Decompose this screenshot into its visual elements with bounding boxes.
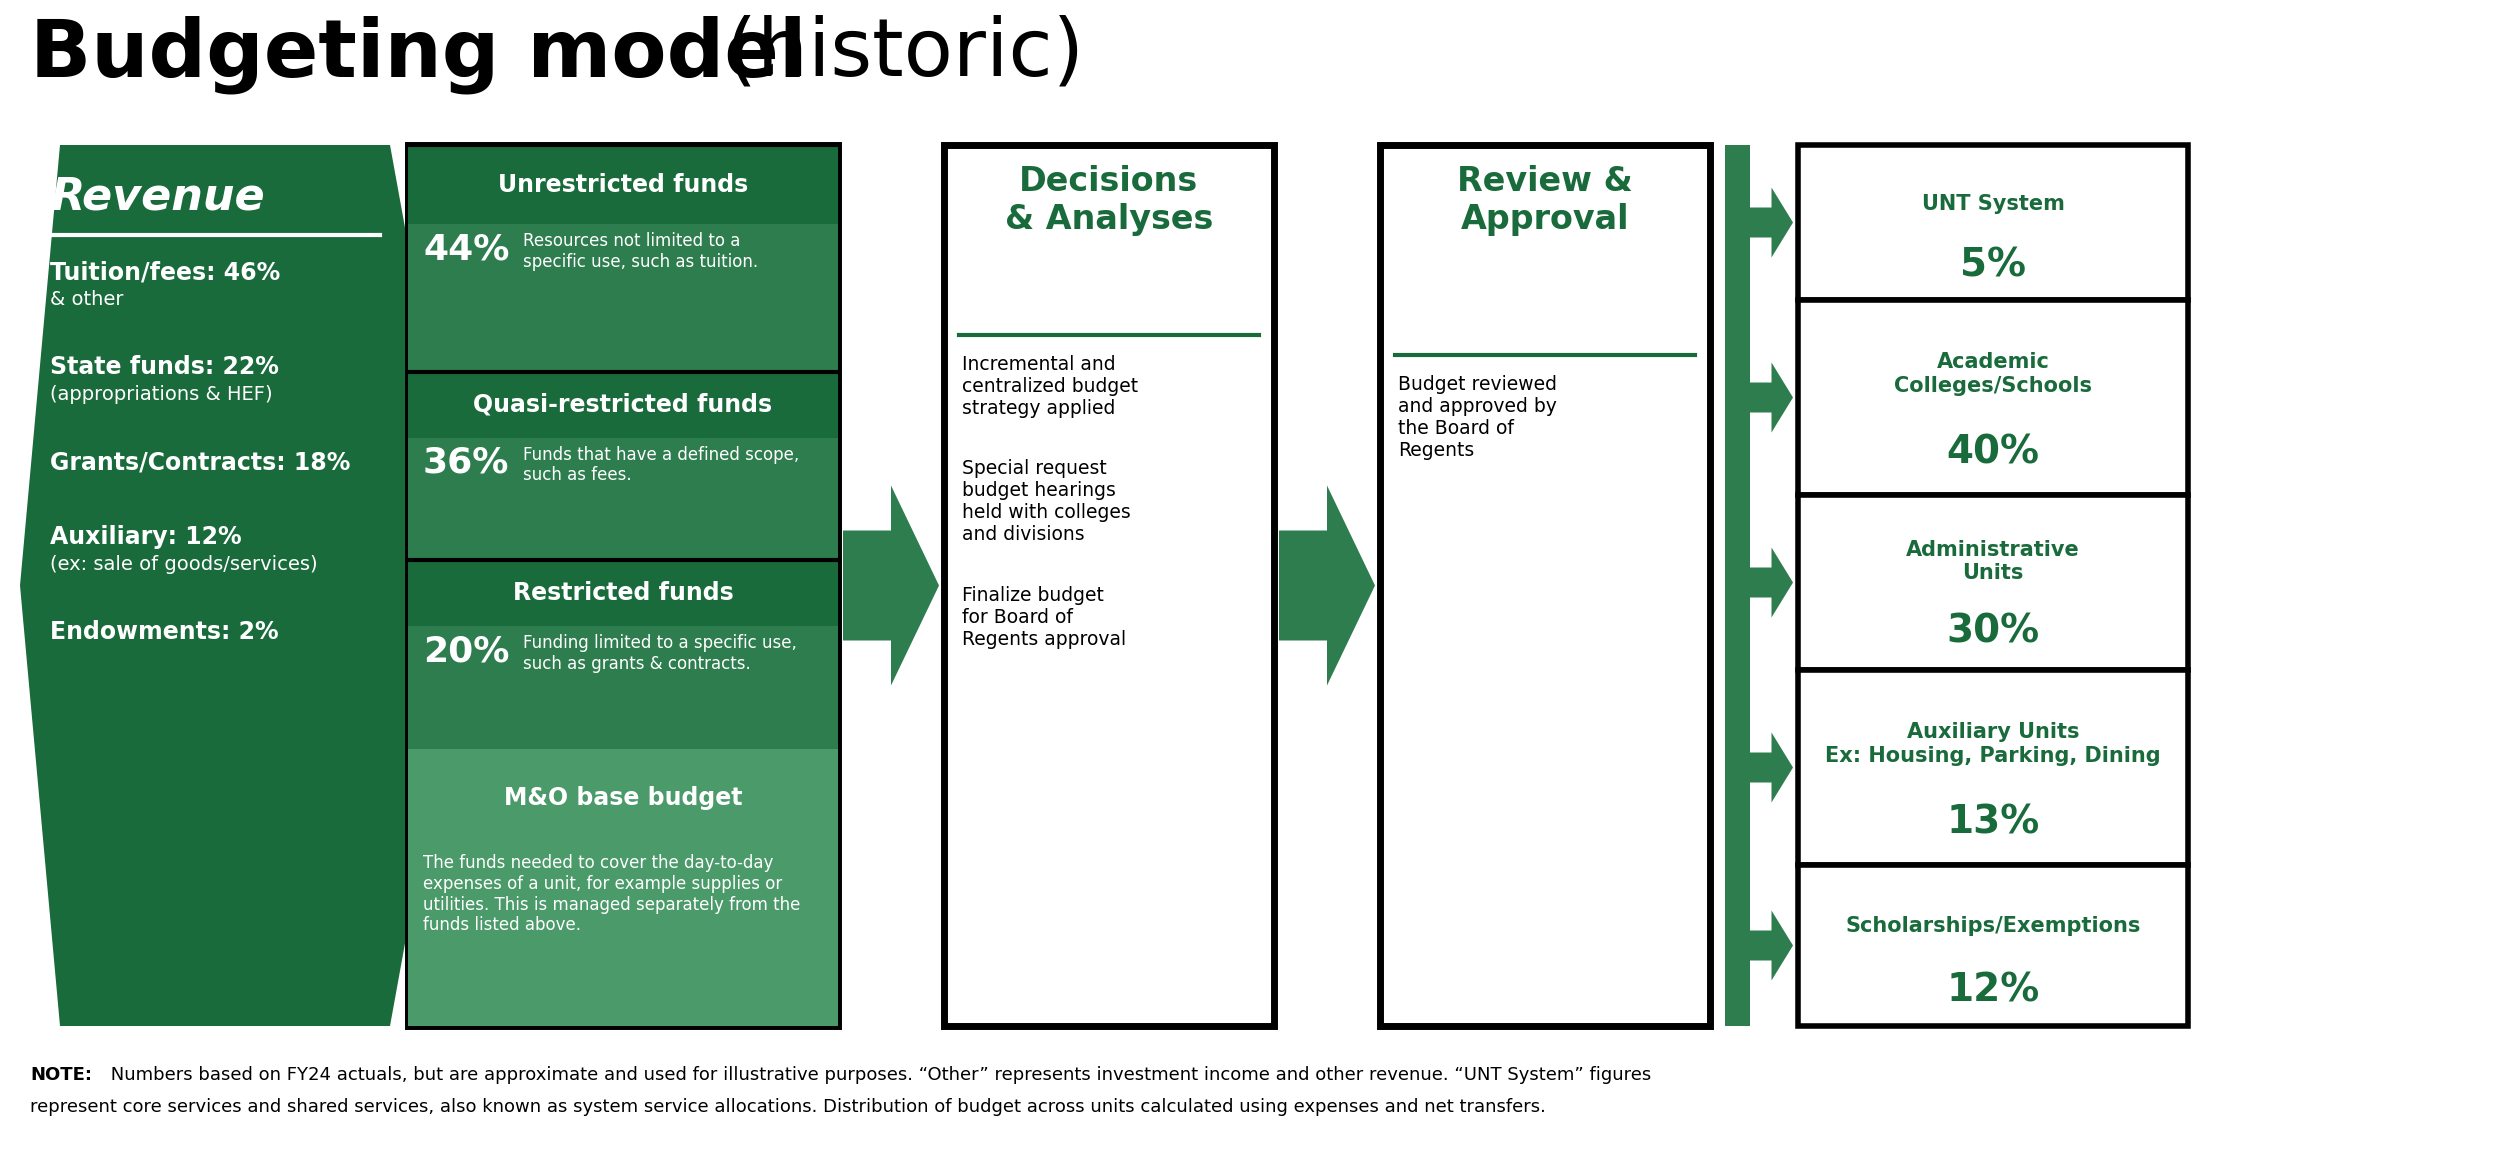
Text: 30%: 30% — [1948, 612, 2040, 651]
Polygon shape — [1280, 486, 1375, 685]
Polygon shape — [1750, 548, 1792, 617]
FancyBboxPatch shape — [1725, 145, 1750, 1026]
Text: Special request
budget hearings
held with colleges
and divisions: Special request budget hearings held wit… — [962, 459, 1130, 545]
Text: The funds needed to cover the day-to-day
expenses of a unit, for example supplie: The funds needed to cover the day-to-day… — [422, 854, 800, 934]
Text: & other: & other — [50, 290, 122, 309]
FancyBboxPatch shape — [1380, 145, 1710, 1026]
FancyBboxPatch shape — [408, 145, 838, 225]
Text: Incremental and
centralized budget
strategy applied: Incremental and centralized budget strat… — [962, 355, 1138, 418]
Text: Budget reviewed
and approved by
the Board of
Regents: Budget reviewed and approved by the Boar… — [1398, 375, 1558, 460]
Text: 12%: 12% — [1948, 972, 2040, 1009]
Text: Resources not limited to a
specific use, such as tuition.: Resources not limited to a specific use,… — [522, 232, 758, 272]
Text: Unrestricted funds: Unrestricted funds — [498, 172, 748, 197]
Text: Scholarships/Exemptions: Scholarships/Exemptions — [1845, 916, 2140, 936]
FancyBboxPatch shape — [408, 225, 838, 371]
Text: 36%: 36% — [422, 446, 510, 480]
Text: (appropriations & HEF): (appropriations & HEF) — [50, 385, 272, 404]
Text: 40%: 40% — [1948, 433, 2040, 471]
Text: Numbers based on FY24 actuals, but are approximate and used for illustrative pur: Numbers based on FY24 actuals, but are a… — [105, 1066, 1652, 1084]
Text: (ex: sale of goods/services): (ex: sale of goods/services) — [50, 555, 318, 574]
Text: Academic
Colleges/Schools: Academic Colleges/Schools — [1895, 352, 2092, 396]
Polygon shape — [1750, 911, 1792, 980]
Polygon shape — [842, 486, 940, 685]
Text: Auxiliary: 12%: Auxiliary: 12% — [50, 525, 242, 549]
Text: State funds: 22%: State funds: 22% — [50, 355, 280, 379]
Text: 44%: 44% — [422, 232, 510, 266]
Polygon shape — [1750, 733, 1792, 802]
Text: represent core services and shared services, also known as system service alloca: represent core services and shared servi… — [30, 1098, 1545, 1116]
Text: Restricted funds: Restricted funds — [512, 581, 732, 605]
Text: Administrative
Units: Administrative Units — [1905, 540, 2080, 583]
Text: UNT System: UNT System — [1922, 194, 2065, 214]
Text: M&O base budget: M&O base budget — [505, 786, 742, 809]
Text: Decisions
& Analyses: Decisions & Analyses — [1005, 165, 1212, 237]
Polygon shape — [20, 145, 470, 1026]
Text: Tuition/fees: 46%: Tuition/fees: 46% — [50, 260, 280, 285]
FancyBboxPatch shape — [1798, 670, 2188, 865]
Text: Budgeting model: Budgeting model — [30, 15, 808, 94]
Text: Review &
Approval: Review & Approval — [1458, 165, 1633, 237]
Polygon shape — [1750, 363, 1792, 432]
FancyBboxPatch shape — [408, 438, 838, 561]
Text: Finalize budget
for Board of
Regents approval: Finalize budget for Board of Regents app… — [962, 586, 1125, 649]
Text: Revenue: Revenue — [50, 174, 265, 218]
FancyBboxPatch shape — [1798, 300, 2188, 495]
Text: (historic): (historic) — [700, 15, 1085, 93]
FancyBboxPatch shape — [408, 749, 838, 845]
Text: NOTE:: NOTE: — [30, 1066, 92, 1084]
Text: Quasi-restricted funds: Quasi-restricted funds — [472, 392, 772, 417]
FancyBboxPatch shape — [1798, 865, 2188, 1026]
FancyBboxPatch shape — [408, 561, 838, 626]
Text: 20%: 20% — [422, 635, 510, 669]
FancyBboxPatch shape — [1798, 145, 2188, 300]
Text: Grants/Contracts: 18%: Grants/Contracts: 18% — [50, 450, 350, 474]
Text: Funding limited to a specific use,
such as grants & contracts.: Funding limited to a specific use, such … — [522, 635, 798, 673]
FancyBboxPatch shape — [1798, 495, 2188, 670]
FancyBboxPatch shape — [408, 845, 838, 1026]
Text: Funds that have a defined scope,
such as fees.: Funds that have a defined scope, such as… — [522, 446, 800, 485]
Polygon shape — [1750, 187, 1792, 258]
Text: 13%: 13% — [1948, 803, 2040, 841]
Text: Endowments: 2%: Endowments: 2% — [50, 619, 278, 644]
Text: Auxiliary Units
Ex: Housing, Parking, Dining: Auxiliary Units Ex: Housing, Parking, Di… — [1825, 723, 2160, 766]
FancyBboxPatch shape — [945, 145, 1275, 1026]
FancyBboxPatch shape — [408, 145, 838, 1026]
FancyBboxPatch shape — [408, 371, 838, 438]
FancyBboxPatch shape — [408, 626, 838, 749]
Text: 5%: 5% — [1960, 247, 2025, 285]
